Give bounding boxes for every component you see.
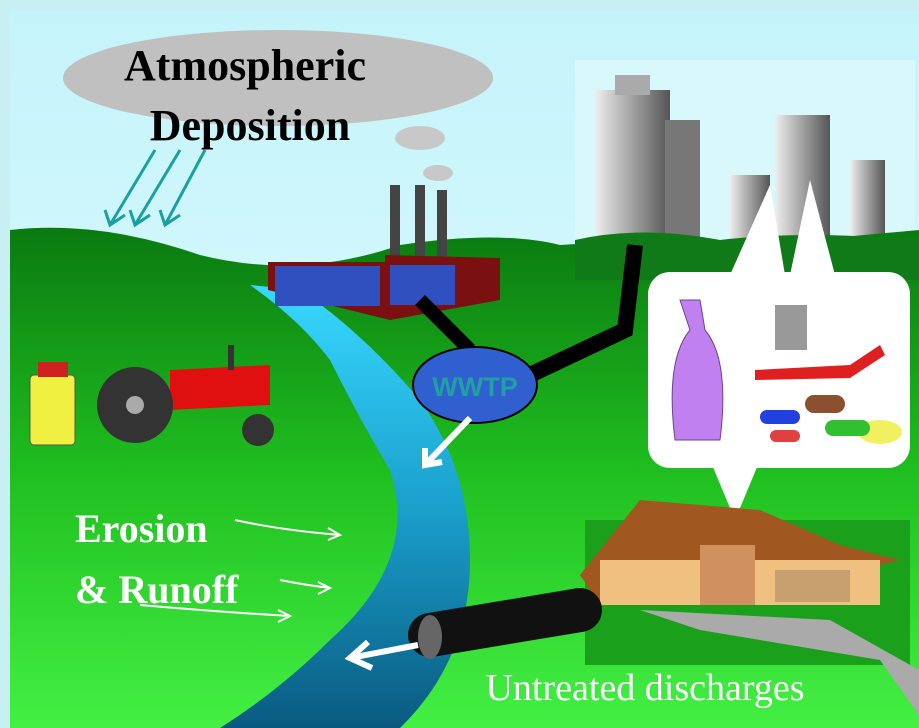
pipe-opening	[418, 615, 442, 659]
smokestack	[415, 185, 425, 265]
cloud-label: Deposition	[150, 101, 350, 150]
cloud-label: Atmospheric	[124, 41, 366, 90]
poison-bottle	[30, 375, 75, 445]
scene: Atmospheric Deposition WWTP Erosion & Ru…	[0, 0, 919, 728]
smoke	[395, 126, 445, 150]
pill	[805, 395, 845, 413]
wwtp-label: WWTP	[432, 372, 517, 402]
pill	[760, 410, 800, 424]
tractor-body	[170, 365, 270, 410]
building	[850, 160, 885, 240]
discharge-label: Untreated discharges	[485, 667, 804, 709]
smokestack	[390, 185, 400, 265]
smokestack	[437, 190, 447, 265]
paint-can	[775, 305, 807, 350]
runoff-label: & Runoff	[75, 567, 239, 612]
exhaust	[228, 345, 234, 370]
discharge-pipe	[430, 610, 580, 635]
entry	[700, 545, 755, 605]
wheel	[242, 414, 274, 446]
building	[615, 75, 650, 95]
hub	[126, 396, 144, 414]
windows	[275, 266, 380, 306]
smoke	[423, 165, 453, 181]
runoff-label: Erosion	[75, 506, 208, 551]
pill	[825, 420, 870, 436]
building	[595, 90, 670, 240]
building	[665, 120, 700, 240]
bottle-cap	[38, 362, 68, 377]
pill	[770, 430, 800, 442]
page: Atmospheric Deposition WWTP Erosion & Ru…	[0, 0, 919, 728]
garage	[775, 570, 850, 602]
